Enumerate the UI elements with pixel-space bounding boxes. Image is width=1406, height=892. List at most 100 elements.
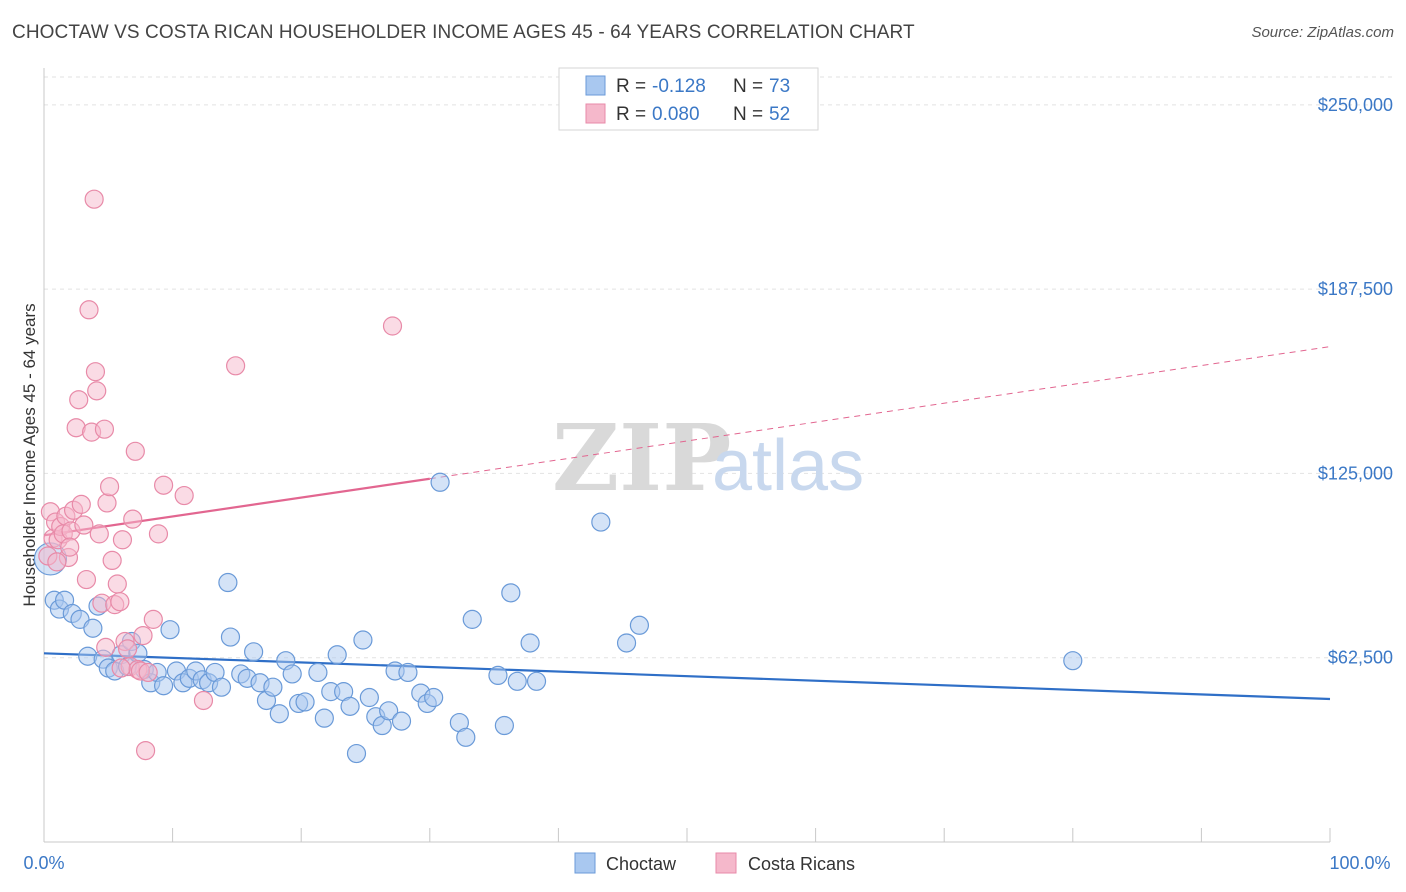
choctaw-point (359, 687, 379, 708)
costa-rican-point (79, 300, 99, 320)
choctaw-point (153, 676, 174, 696)
choctaw-point (520, 633, 540, 653)
y-axis-title: Householder Income Ages 45 - 64 years (20, 303, 39, 606)
legend-n-value-choctaw: 73 (769, 76, 790, 97)
choctaw-point (340, 696, 360, 716)
bottom-legend-label-choctaw: Choctaw (606, 854, 677, 874)
costa-rican-point (135, 740, 156, 761)
x-tick-label-min: 0.0% (23, 853, 64, 873)
choctaw-point (616, 633, 637, 653)
costa-rican-point (133, 625, 153, 646)
costa-rican-point (107, 574, 127, 594)
choctaw-point (211, 677, 232, 697)
legend-r-value-costa-ricans: 0.080 (652, 104, 700, 125)
costa-rican-point (174, 485, 194, 506)
choctaw-point (462, 609, 482, 629)
costa-rican-point (71, 494, 91, 514)
costa-rican-point (94, 419, 115, 439)
watermark-atlas: atlas (712, 426, 864, 506)
legend-box: R = -0.128 N = 73 R = 0.080 N = 52 (558, 67, 819, 131)
trend-line-choctaw (43, 652, 1331, 701)
y-tick-label: $187,500 (1318, 279, 1393, 299)
costa-rican-point (69, 390, 89, 410)
y-tick-label: $250,000 (1318, 95, 1393, 115)
choctaw-point (308, 662, 328, 683)
trend-line-solid (43, 477, 430, 537)
series-costa-ricans-points (38, 189, 403, 761)
legend-r-label-costa-ricans: R = (616, 104, 646, 125)
costa-rican-point (76, 569, 97, 590)
choctaw-point (346, 743, 367, 764)
y-axis-tick-labels: $62,500 $125,000 $187,500 $250,000 (1318, 95, 1393, 668)
costa-rican-point (85, 362, 106, 382)
legend-n-value-costa-ricans: 52 (769, 104, 790, 125)
trend-line-costa-ricans (43, 346, 1331, 537)
series-choctaw-points (33, 472, 1083, 764)
costa-rican-point (111, 658, 131, 678)
bottom-legend-label-costa-ricans: Costa Ricans (748, 854, 855, 874)
choctaw-point (501, 583, 521, 603)
chart-title: CHOCTAW VS COSTA RICAN HOUSEHOLDER INCOM… (12, 22, 915, 43)
choctaw-point (353, 630, 373, 650)
choctaw-point (456, 727, 476, 747)
source-credit: Source: ZipAtlas.com (1251, 24, 1394, 41)
y-tick-label: $125,000 (1318, 463, 1393, 483)
costa-rican-point (123, 509, 143, 529)
costa-rican-point (112, 530, 133, 550)
choctaw-point (263, 677, 283, 697)
bottom-legend: Choctaw Costa Ricans (574, 852, 855, 874)
costa-rican-point (84, 189, 104, 209)
legend-swatch-costa-ricans (585, 103, 606, 124)
choctaw-point (424, 687, 444, 708)
choctaw-point (327, 645, 347, 665)
choctaw-point (398, 662, 418, 683)
choctaw-point (83, 618, 103, 638)
bottom-legend-swatch-costa-ricans (715, 852, 737, 874)
costa-rican-point (226, 356, 246, 376)
choctaw-point (629, 615, 650, 635)
costa-rican-point (117, 639, 138, 659)
costa-rican-point (138, 662, 158, 683)
choctaw-point (314, 708, 334, 728)
choctaw-point (488, 665, 508, 686)
costa-rican-point (148, 524, 169, 544)
choctaw-point (507, 671, 527, 691)
choctaw-point (295, 692, 315, 712)
choctaw-point (494, 715, 514, 736)
costa-rican-point (110, 592, 130, 612)
costa-rican-point (87, 381, 107, 401)
costa-rican-point (99, 477, 120, 497)
legend-r-value-choctaw: -0.128 (652, 76, 706, 97)
choctaw-point (526, 671, 547, 691)
choctaw-point (269, 704, 289, 724)
choctaw-point (160, 620, 180, 640)
bottom-legend-swatch-choctaw (574, 852, 596, 874)
costa-rican-point (382, 316, 403, 336)
trend-line-solid (43, 652, 1331, 701)
x-axis-ticks (43, 828, 1331, 842)
choctaw-point (1063, 651, 1083, 671)
costa-rican-point (193, 690, 214, 711)
x-tick-label-max: 100.0% (1329, 853, 1390, 873)
legend-n-label-costa-ricans: N = (733, 104, 763, 125)
costa-rican-point (97, 493, 117, 513)
legend-r-label-choctaw: R = (616, 76, 646, 97)
costa-rican-point (153, 475, 174, 495)
costa-rican-point (89, 524, 109, 544)
choctaw-point (282, 664, 302, 684)
costa-rican-point (102, 550, 122, 571)
costa-rican-point (96, 637, 116, 657)
legend-swatch-choctaw (585, 75, 606, 96)
choctaw-point (379, 701, 399, 721)
trend-line-dashed (429, 346, 1331, 480)
grid-lines (44, 76, 1392, 659)
legend-n-label-choctaw: N = (733, 76, 763, 97)
costa-rican-point (143, 609, 163, 629)
costa-rican-point (125, 441, 145, 461)
choctaw-point (391, 711, 412, 731)
choctaw-point (591, 512, 611, 532)
costa-rican-point (60, 537, 80, 557)
choctaw-point (244, 642, 264, 662)
y-tick-label: $62,500 (1328, 648, 1393, 668)
